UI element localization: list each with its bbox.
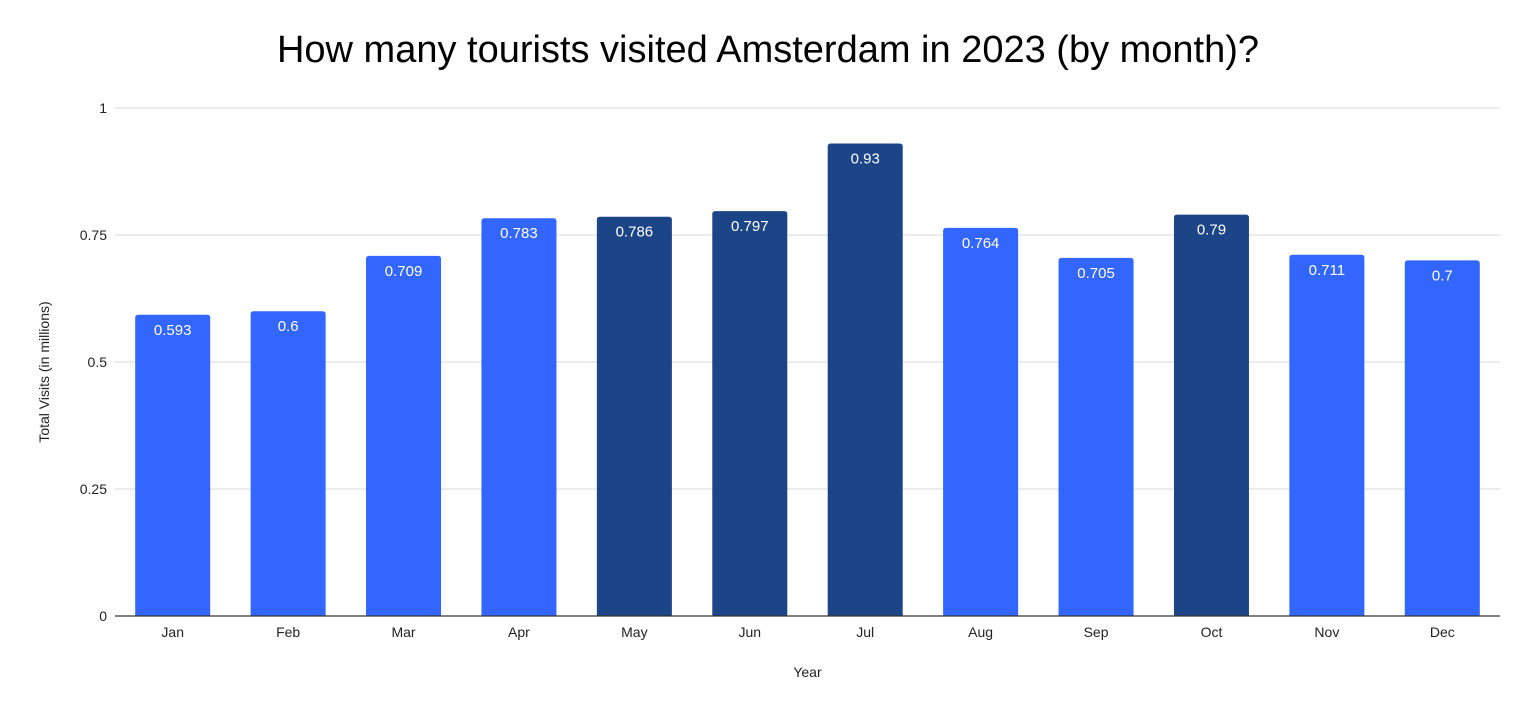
data-label: 0.764 bbox=[962, 235, 1000, 252]
x-tick-label: Dec bbox=[1430, 624, 1455, 640]
x-tick-label: Jul bbox=[856, 624, 874, 640]
x-tick-label: Aug bbox=[968, 624, 993, 640]
bar-oct bbox=[1173, 214, 1249, 616]
bar-sep bbox=[1058, 257, 1134, 616]
x-axis-title: Year bbox=[793, 664, 822, 680]
y-tick-label: 0 bbox=[99, 608, 107, 624]
bar-apr bbox=[481, 218, 557, 616]
data-label: 0.786 bbox=[616, 224, 654, 241]
x-tick-label: Mar bbox=[391, 624, 415, 640]
x-tick-label: May bbox=[621, 624, 647, 640]
bar-may bbox=[596, 216, 672, 616]
y-axis-title: Total Visits (in millions) bbox=[36, 301, 52, 442]
bar-jul bbox=[827, 143, 903, 616]
bar-dec bbox=[1404, 260, 1480, 616]
data-label: 0.705 bbox=[1077, 265, 1115, 282]
bar-jan bbox=[135, 314, 211, 616]
y-tick-label: 1 bbox=[99, 100, 107, 116]
data-label: 0.711 bbox=[1309, 262, 1345, 279]
data-label: 0.93 bbox=[851, 151, 880, 168]
bar-aug bbox=[943, 227, 1019, 616]
x-tick-label: Apr bbox=[508, 624, 530, 640]
data-label: 0.6 bbox=[278, 318, 299, 335]
x-tick-label: Sep bbox=[1084, 624, 1109, 640]
data-label: 0.79 bbox=[1197, 222, 1226, 239]
y-tick-label: 0.25 bbox=[80, 481, 107, 497]
y-axis-ticks: 0 0.25 0.5 0.75 1 bbox=[80, 100, 107, 624]
x-tick-label: Jan bbox=[161, 624, 184, 640]
data-label: 0.7 bbox=[1432, 267, 1453, 284]
x-tick-label: Feb bbox=[276, 624, 300, 640]
bars: 0.593 0.6 0.709 0.783 0.786 0.797 0.93 0.764 0.7… bbox=[135, 143, 1480, 616]
x-tick-label: Oct bbox=[1201, 624, 1223, 640]
chart-title: How many tourists visited Amsterdam in 2… bbox=[276, 29, 1260, 71]
bar-nov bbox=[1289, 254, 1365, 616]
x-tick-label: Nov bbox=[1314, 624, 1339, 640]
bar-mar bbox=[366, 255, 442, 616]
x-axis-ticks: Jan Feb Mar Apr May Jun Jul Aug Sep Oct Nov Dec bbox=[161, 624, 1454, 640]
y-tick-label: 0.5 bbox=[88, 354, 108, 370]
bar-jun bbox=[712, 211, 788, 616]
data-label: 0.783 bbox=[500, 225, 538, 242]
gridlines bbox=[115, 107, 1500, 490]
data-label: 0.593 bbox=[154, 322, 192, 339]
data-label: 0.797 bbox=[731, 218, 769, 235]
y-tick-label: 0.75 bbox=[80, 227, 107, 243]
bar-feb bbox=[250, 311, 326, 616]
data-label: 0.709 bbox=[385, 263, 423, 280]
x-tick-label: Jun bbox=[739, 624, 762, 640]
